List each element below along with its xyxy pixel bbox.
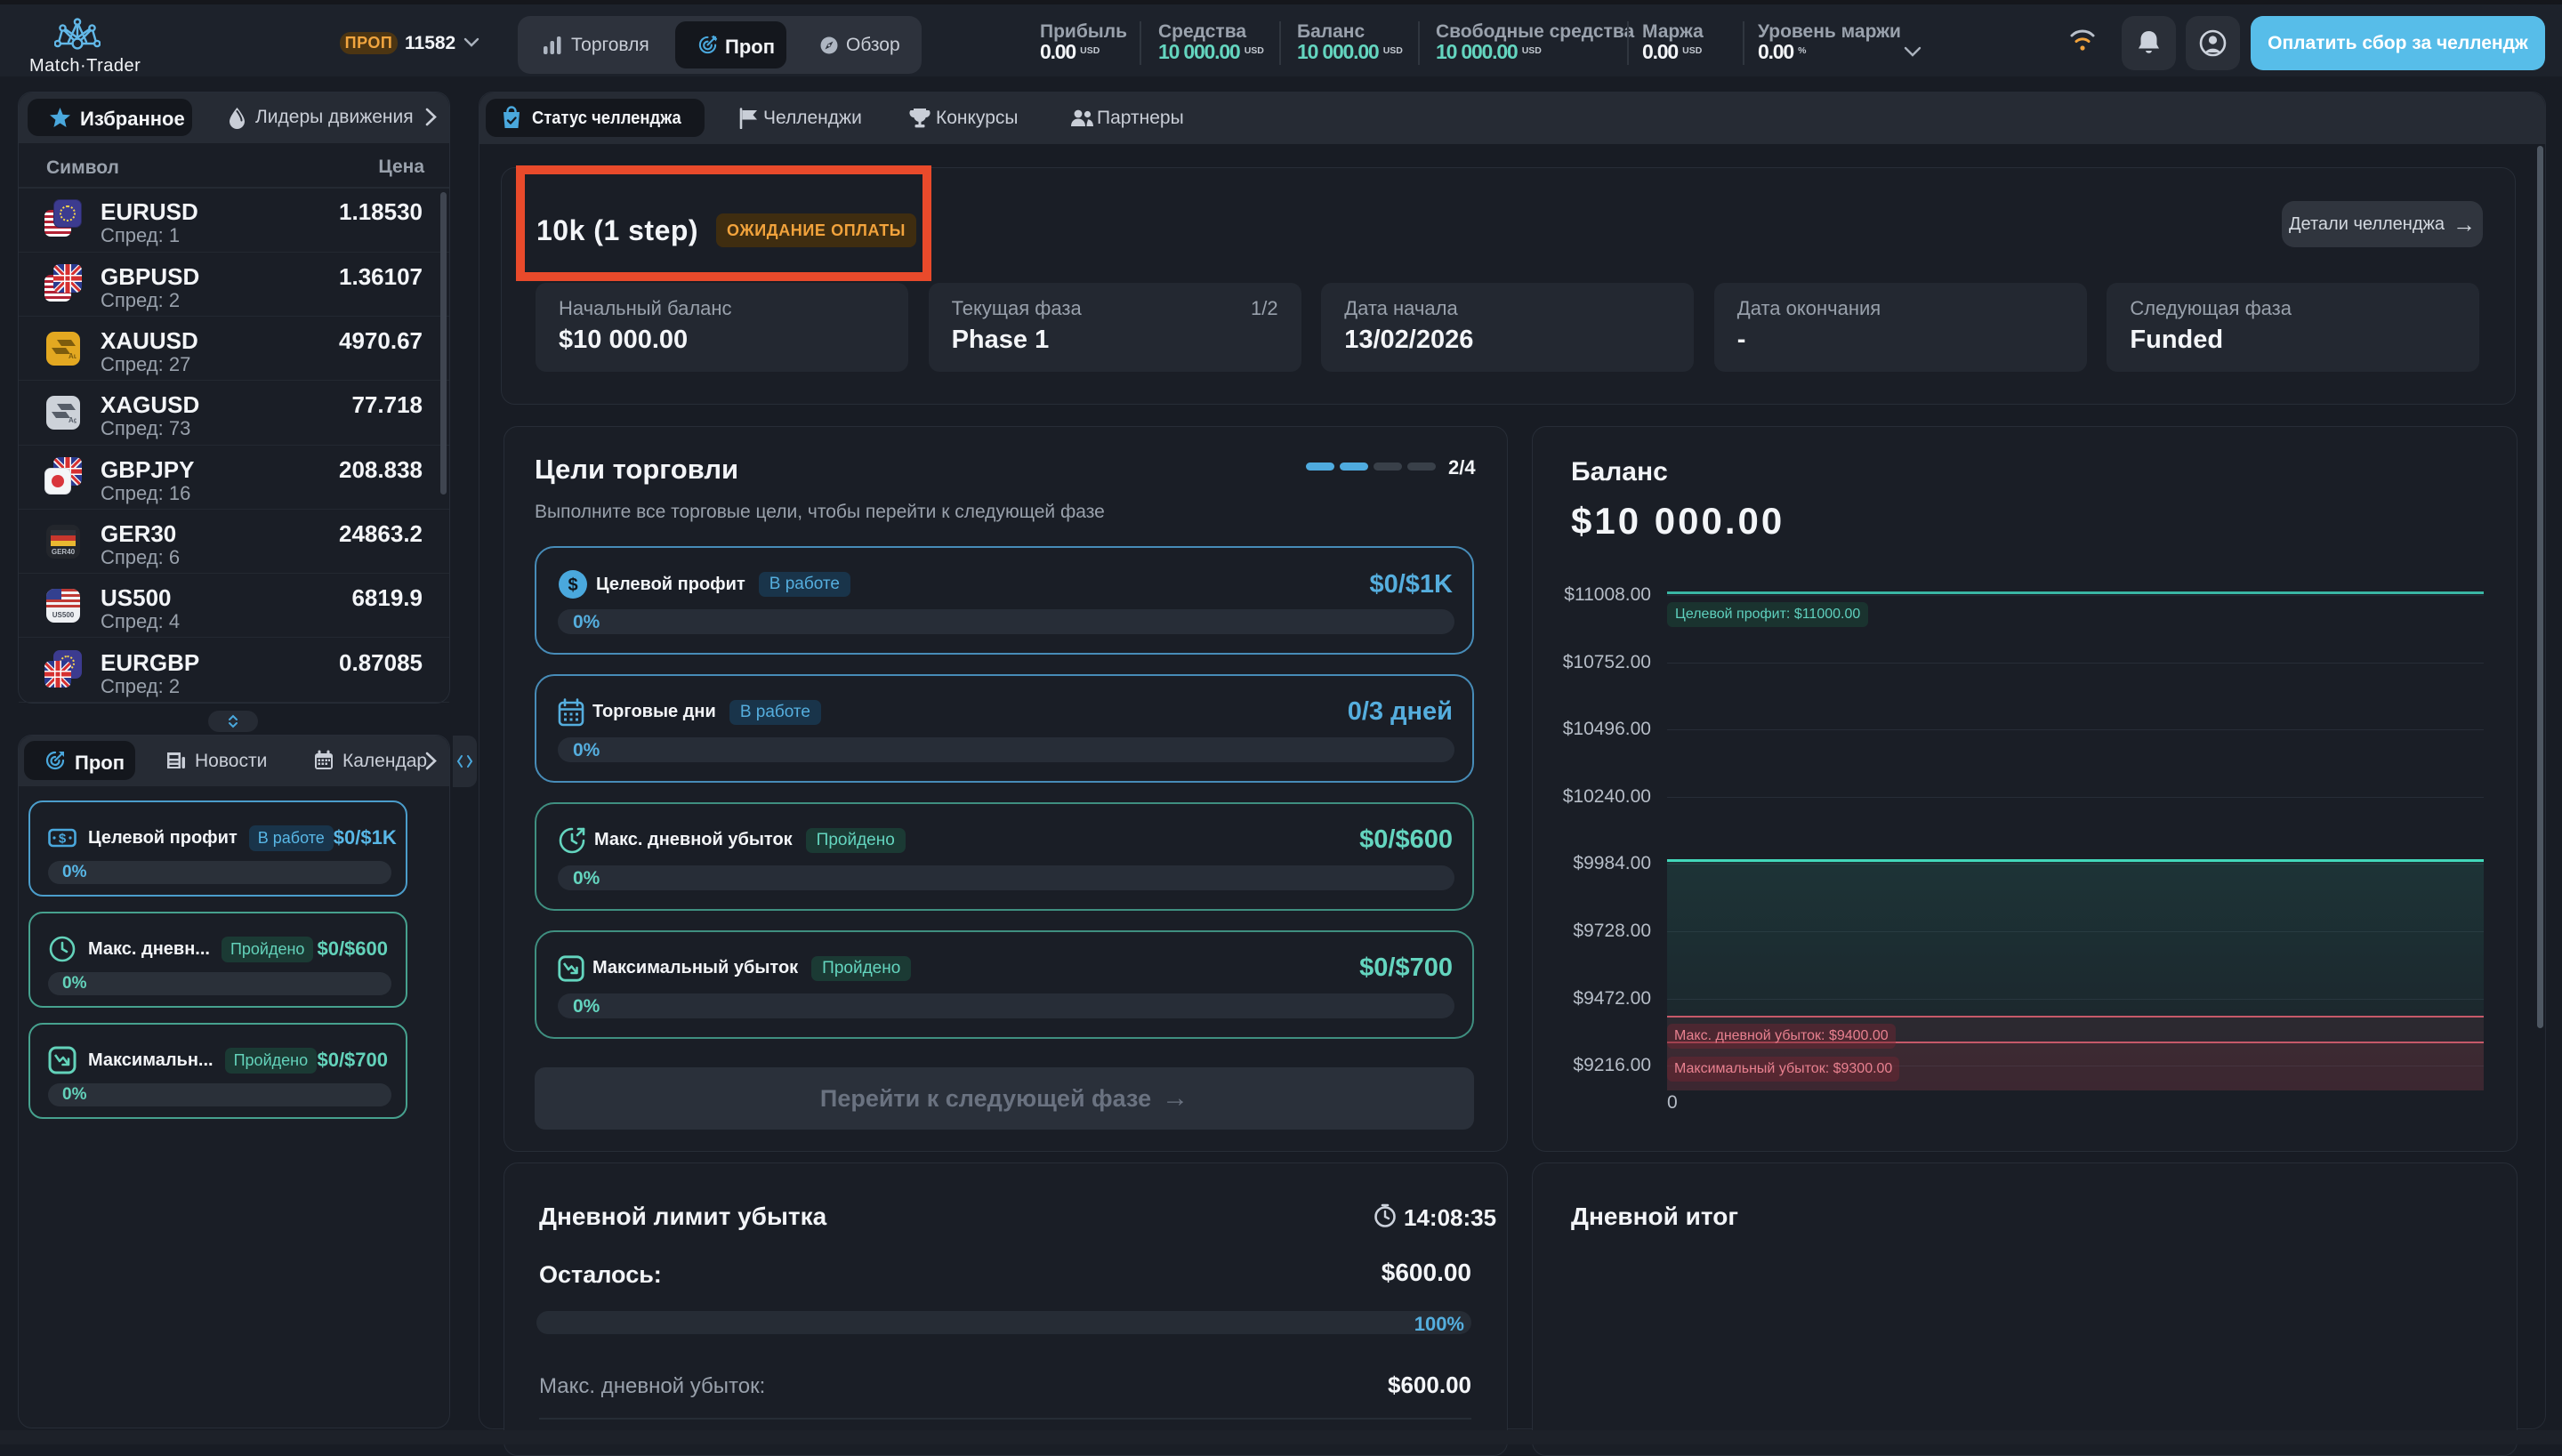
svg-text:$: $ <box>59 832 67 847</box>
svg-text:$: $ <box>568 575 577 595</box>
svg-text:Ag: Ag <box>68 416 77 423</box>
svg-text:Au: Au <box>68 352 77 359</box>
